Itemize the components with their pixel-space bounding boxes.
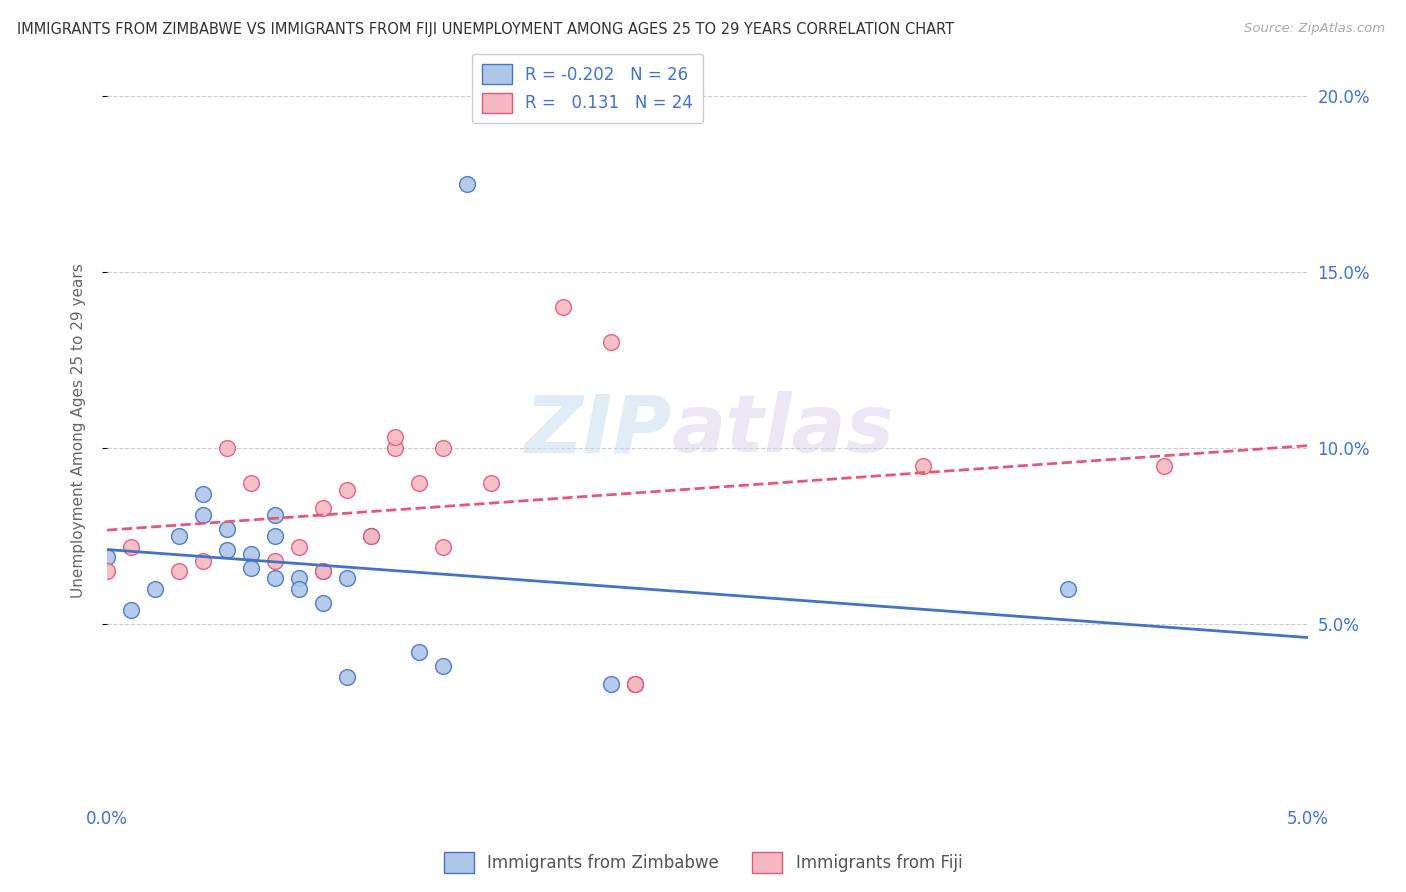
Text: ZIP: ZIP [524,392,671,469]
Point [360,529,382,543]
Point [264,571,287,585]
Point [312,596,335,610]
Point [312,564,335,578]
Point [624,677,647,691]
Point [312,564,335,578]
Point [264,529,287,543]
Point [120,540,142,554]
Point [264,554,287,568]
Legend: Immigrants from Zimbabwe, Immigrants from Fiji: Immigrants from Zimbabwe, Immigrants fro… [437,846,969,880]
Point [336,571,359,585]
Point [167,564,190,578]
Point [456,177,478,191]
Legend: R = -0.202   N = 26, R =   0.131   N = 24: R = -0.202 N = 26, R = 0.131 N = 24 [472,54,703,123]
Point [240,560,263,574]
Point [191,508,214,522]
Point [167,529,190,543]
Point [479,476,502,491]
Point [360,529,382,543]
Point [384,441,406,455]
Point [553,300,575,314]
Point [408,645,430,659]
Point [240,476,263,491]
Point [288,571,311,585]
Point [217,522,239,536]
Point [432,441,454,455]
Point [432,659,454,673]
Point [217,441,239,455]
Point [624,677,647,691]
Point [624,677,647,691]
Point [600,677,623,691]
Point [120,603,142,617]
Point [384,430,406,444]
Point [912,458,935,473]
Point [264,508,287,522]
Point [336,483,359,498]
Point [336,670,359,684]
Y-axis label: Unemployment Among Ages 25 to 29 years: Unemployment Among Ages 25 to 29 years [72,263,86,598]
Point [432,540,454,554]
Text: IMMIGRANTS FROM ZIMBABWE VS IMMIGRANTS FROM FIJI UNEMPLOYMENT AMONG AGES 25 TO 2: IMMIGRANTS FROM ZIMBABWE VS IMMIGRANTS F… [17,22,955,37]
Point [312,500,335,515]
Point [1153,458,1175,473]
Point [191,554,214,568]
Point [191,487,214,501]
Point [288,540,311,554]
Point [96,550,118,565]
Point [600,335,623,350]
Point [408,476,430,491]
Text: atlas: atlas [671,392,894,469]
Text: Source: ZipAtlas.com: Source: ZipAtlas.com [1244,22,1385,36]
Point [240,547,263,561]
Point [288,582,311,596]
Point [1056,582,1078,596]
Point [96,564,118,578]
Point [217,543,239,558]
Point [143,582,166,596]
